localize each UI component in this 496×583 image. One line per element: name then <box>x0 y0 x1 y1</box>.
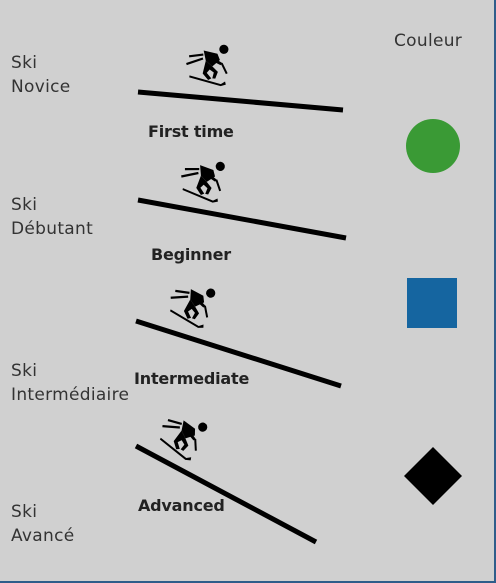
caption-intermediate: Intermediate <box>134 369 250 388</box>
black-diamond-icon <box>404 447 462 505</box>
caption-beginner: Beginner <box>151 245 231 264</box>
slope-line-novice <box>137 89 344 113</box>
slope-line-intermediaire <box>135 318 342 389</box>
slope-line-avance <box>134 443 318 545</box>
skier-icon-intermediaire <box>163 275 219 331</box>
slope-line-debutant <box>137 197 347 241</box>
skier-icon-avance <box>152 405 211 464</box>
level-label-avance: Ski Avancé <box>11 502 75 546</box>
level-label-debutant: Ski Débutant <box>11 195 94 239</box>
caption-first-time: First time <box>148 122 234 141</box>
skier-icon-debutant <box>176 153 228 205</box>
green-circle-icon <box>406 119 460 173</box>
blue-square-icon <box>407 278 457 328</box>
level-label-intermediaire: Ski Intermédiaire <box>11 361 130 405</box>
caption-advanced: Advanced <box>138 496 225 515</box>
color-column-header: Couleur <box>394 31 463 51</box>
skier-icon-novice <box>183 40 231 88</box>
level-label-novice: Ski Novice <box>11 53 71 97</box>
